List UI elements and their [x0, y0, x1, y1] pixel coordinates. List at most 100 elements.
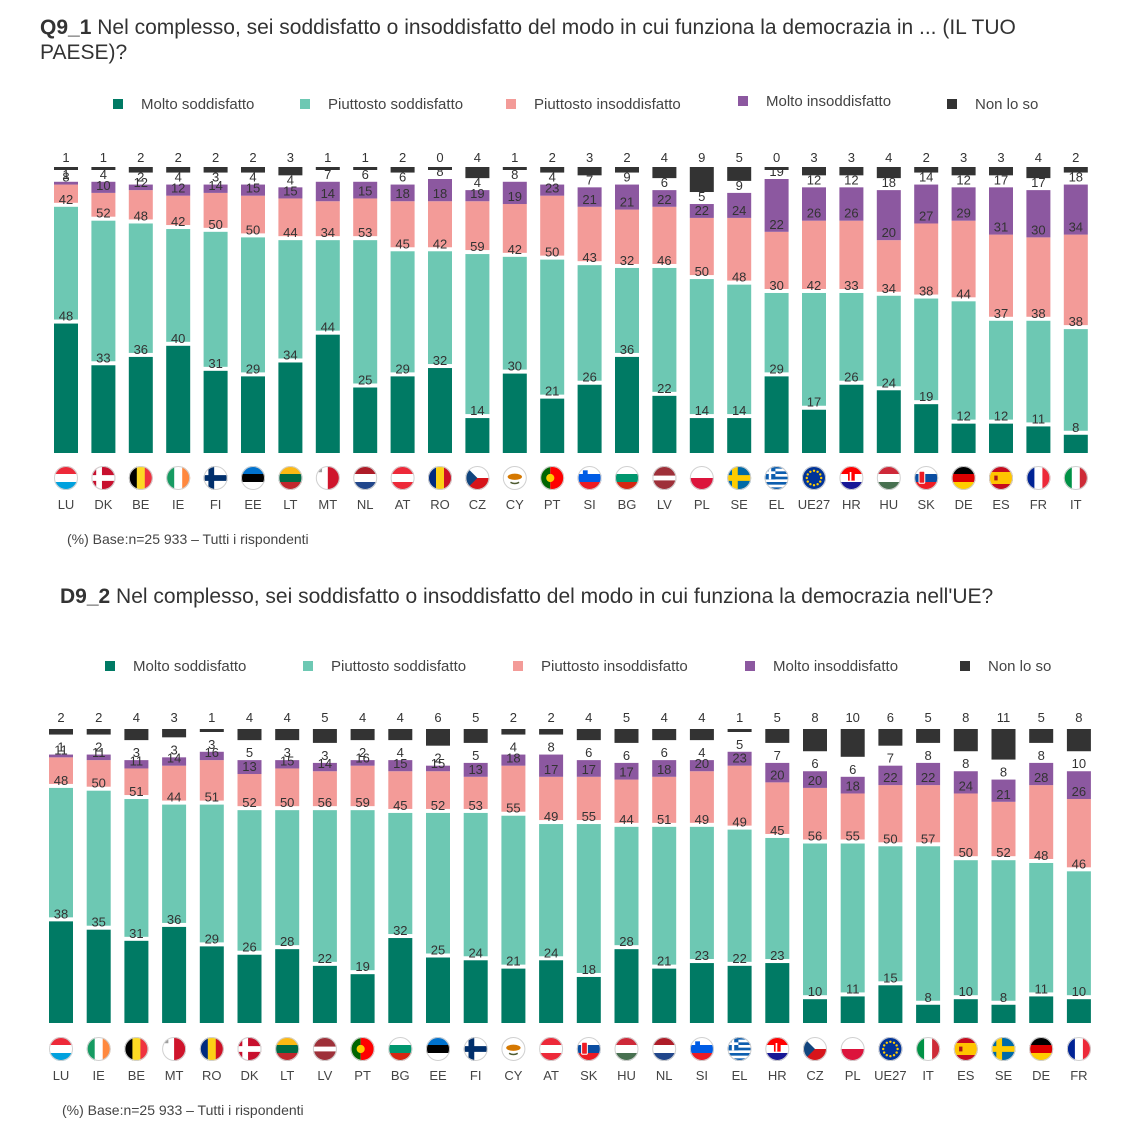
country-label-ue27: UE27: [874, 1068, 907, 1083]
value-label-non-lo-so: 2: [175, 150, 182, 165]
bar-group-cy: 2 21 55 184 CY: [501, 710, 526, 1083]
flag-cz: [803, 1037, 827, 1061]
country-label-bg: BG: [618, 497, 637, 512]
bar-piuttosto-soddisfatto: [652, 826, 677, 965]
value-label-piuttosto-soddisfatto: 49: [732, 815, 746, 830]
country-label-el: EL: [769, 497, 785, 512]
bar-piuttosto-soddisfatto: [199, 804, 224, 943]
bar-molto-soddisfatto: [540, 398, 565, 453]
bar-piuttosto-insoddisfatto: [390, 201, 415, 248]
bar-piuttosto-insoddisfatto: [91, 192, 116, 217]
bar-piuttosto-insoddisfatto: [350, 765, 375, 807]
country-label-nl: NL: [357, 497, 374, 512]
value-label-piuttosto-insoddisfatto: 14: [321, 186, 335, 201]
value-label-molto-soddisfatto: 18: [582, 962, 596, 977]
value-label-non-lo-so: 2: [95, 710, 102, 725]
flag-nl: [353, 466, 378, 490]
bar-piuttosto-insoddisfatto: [615, 209, 639, 264]
value-label-molto-insoddisfatto: 3: [170, 742, 177, 757]
country-label-hu: HU: [617, 1068, 636, 1083]
bar-group-ro: 0 32 42 18 8 RO: [428, 150, 452, 512]
bar-group-el: 0 29 30 22 19 EL: [764, 150, 789, 512]
bar-piuttosto-soddisfatto: [86, 790, 111, 926]
bar-molto-insoddisfatto: [128, 184, 153, 191]
value-label-piuttosto-soddisfatto: 48: [732, 270, 746, 285]
flag-pt: [540, 466, 565, 490]
value-label-piuttosto-soddisfatto: 45: [770, 823, 784, 838]
value-label-molto-insoddisfatto: 7: [887, 751, 894, 766]
bar-group-fr: 4 11 38 30 17 FR: [1026, 150, 1051, 512]
value-label-piuttosto-insoddisfatto: 10: [96, 178, 110, 193]
bar-molto-insoddisfatto: [241, 184, 265, 196]
value-label-piuttosto-soddisfatto: 42: [807, 278, 821, 293]
bar-piuttosto-insoddisfatto: [1029, 785, 1054, 859]
value-label-molto-insoddisfatto: 6: [811, 756, 818, 771]
value-label-piuttosto-soddisfatto: 53: [468, 798, 482, 813]
bar-molto-insoddisfatto: [916, 762, 941, 786]
bar-non-lo-so: [953, 729, 978, 752]
bar-molto-insoddisfatto: [989, 187, 1013, 235]
value-label-molto-soddisfatto: 14: [695, 403, 709, 418]
bar-non-lo-so: [241, 167, 265, 173]
value-label-molto-soddisfatto: 19: [919, 389, 933, 404]
value-label-molto-insoddisfatto: 4: [249, 170, 256, 185]
bar-molto-soddisfatto: [49, 921, 73, 1023]
value-label-non-lo-so: 8: [811, 710, 818, 725]
bar-non-lo-so: [727, 167, 752, 181]
value-label-piuttosto-insoddisfatto: 18: [433, 186, 447, 201]
value-label-piuttosto-soddisfatto: 38: [919, 284, 933, 299]
value-label-piuttosto-soddisfatto: 52: [996, 845, 1010, 860]
bar-molto-insoddisfatto: [614, 762, 639, 780]
legend-item-piuttosto-soddisfatto: Piuttosto soddisfatto: [303, 658, 466, 675]
value-label-piuttosto-soddisfatto: 57: [921, 831, 935, 846]
bar-piuttosto-soddisfatto: [203, 231, 228, 367]
chart1-legend: Molto soddisfatto Piuttosto soddisfatto …: [0, 93, 1123, 116]
bar-piuttosto-insoddisfatto: [689, 771, 714, 823]
value-label-molto-insoddisfatto: 8: [547, 740, 554, 755]
value-label-piuttosto-soddisfatto: 56: [318, 795, 332, 810]
bar-group-sk: 2 19 38 27 14 SK: [914, 150, 939, 512]
value-label-molto-insoddisfatto: 7: [586, 172, 593, 187]
country-label-mt: MT: [318, 497, 337, 512]
value-label-piuttosto-insoddisfatto: 21: [582, 192, 596, 207]
bar-molto-insoddisfatto: [315, 181, 340, 202]
bar-molto-insoddisfatto: [764, 179, 789, 232]
value-label-non-lo-so: 4: [474, 150, 481, 165]
bar-non-lo-so: [1029, 729, 1054, 743]
value-label-molto-insoddisfatto: 18: [882, 175, 896, 190]
bar-non-lo-so: [54, 167, 78, 170]
bar-molto-insoddisfatto: [463, 762, 488, 777]
value-label-molto-insoddisfatto: 6: [399, 170, 406, 185]
country-label-ro: RO: [202, 1068, 222, 1083]
value-label-piuttosto-insoddisfatto: 26: [1072, 784, 1086, 799]
value-label-molto-insoddisfatto: 4: [474, 175, 481, 190]
bar-piuttosto-soddisfatto: [576, 824, 601, 973]
country-label-se: SE: [995, 1068, 1013, 1083]
value-label-piuttosto-soddisfatto: 33: [844, 278, 858, 293]
bar-molto-insoddisfatto: [199, 751, 224, 761]
bar-piuttosto-insoddisfatto: [124, 768, 149, 796]
bar-molto-soddisfatto: [463, 960, 488, 1023]
bar-piuttosto-soddisfatto: [315, 240, 340, 331]
value-label-piuttosto-insoddisfatto: 28: [1034, 770, 1048, 785]
bar-molto-soddisfatto: [614, 949, 639, 1023]
bar-piuttosto-insoddisfatto: [764, 231, 789, 289]
bar-molto-insoddisfatto: [86, 754, 111, 761]
bar-piuttosto-insoddisfatto: [1026, 237, 1051, 317]
country-label-cz: CZ: [469, 497, 486, 512]
value-label-molto-soddisfatto: 31: [208, 356, 222, 371]
bar-molto-soddisfatto: [840, 996, 865, 1023]
value-label-molto-insoddisfatto: 5: [246, 745, 253, 760]
value-label-molto-soddisfatto: 14: [732, 403, 746, 418]
bar-group-fi: 2 31 50 143 FI: [203, 150, 228, 512]
bar-molto-soddisfatto: [577, 384, 602, 453]
bar-piuttosto-insoddisfatto: [689, 217, 714, 276]
bar-molto-soddisfatto: [615, 356, 639, 453]
country-label-ue27: UE27: [798, 497, 831, 512]
country-label-de: DE: [955, 497, 973, 512]
chart2-svg: 23848111LU23550112IE43151113BE33644143MT…: [49, 710, 1091, 1083]
value-label-piuttosto-soddisfatto: 42: [171, 214, 185, 229]
value-label-non-lo-so: 4: [698, 710, 705, 725]
value-label-non-lo-so: 0: [436, 150, 443, 165]
